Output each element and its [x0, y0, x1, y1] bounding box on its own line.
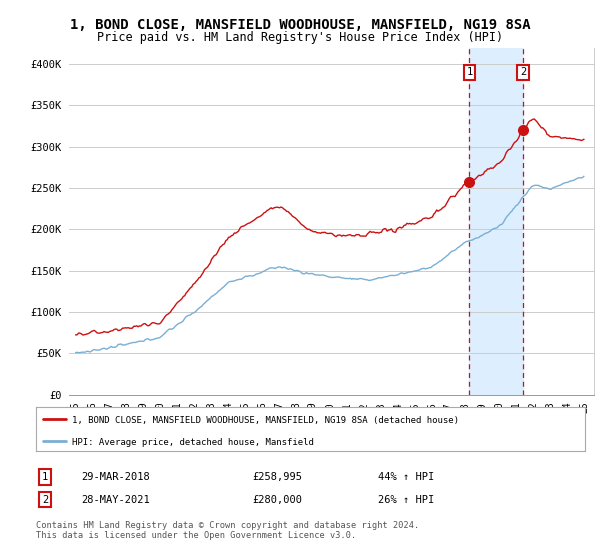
Text: 44% ↑ HPI: 44% ↑ HPI [378, 472, 434, 482]
Text: 2: 2 [520, 67, 526, 77]
Text: £280,000: £280,000 [252, 494, 302, 505]
Text: £258,995: £258,995 [252, 472, 302, 482]
Text: Contains HM Land Registry data © Crown copyright and database right 2024.
This d: Contains HM Land Registry data © Crown c… [36, 521, 419, 540]
Text: HPI: Average price, detached house, Mansfield: HPI: Average price, detached house, Mans… [71, 437, 314, 446]
Text: Price paid vs. HM Land Registry's House Price Index (HPI): Price paid vs. HM Land Registry's House … [97, 31, 503, 44]
Text: 29-MAR-2018: 29-MAR-2018 [81, 472, 150, 482]
Bar [469, 48, 523, 395]
Text: 1: 1 [466, 67, 472, 77]
Text: 2: 2 [42, 494, 48, 505]
Text: 28-MAY-2021: 28-MAY-2021 [81, 494, 150, 505]
Text: 1, BOND CLOSE, MANSFIELD WOODHOUSE, MANSFIELD, NG19 8SA: 1, BOND CLOSE, MANSFIELD WOODHOUSE, MANS… [70, 18, 530, 32]
Text: 1: 1 [42, 472, 48, 482]
Text: 1, BOND CLOSE, MANSFIELD WOODHOUSE, MANSFIELD, NG19 8SA (detached house): 1, BOND CLOSE, MANSFIELD WOODHOUSE, MANS… [71, 416, 458, 424]
Text: 26% ↑ HPI: 26% ↑ HPI [378, 494, 434, 505]
